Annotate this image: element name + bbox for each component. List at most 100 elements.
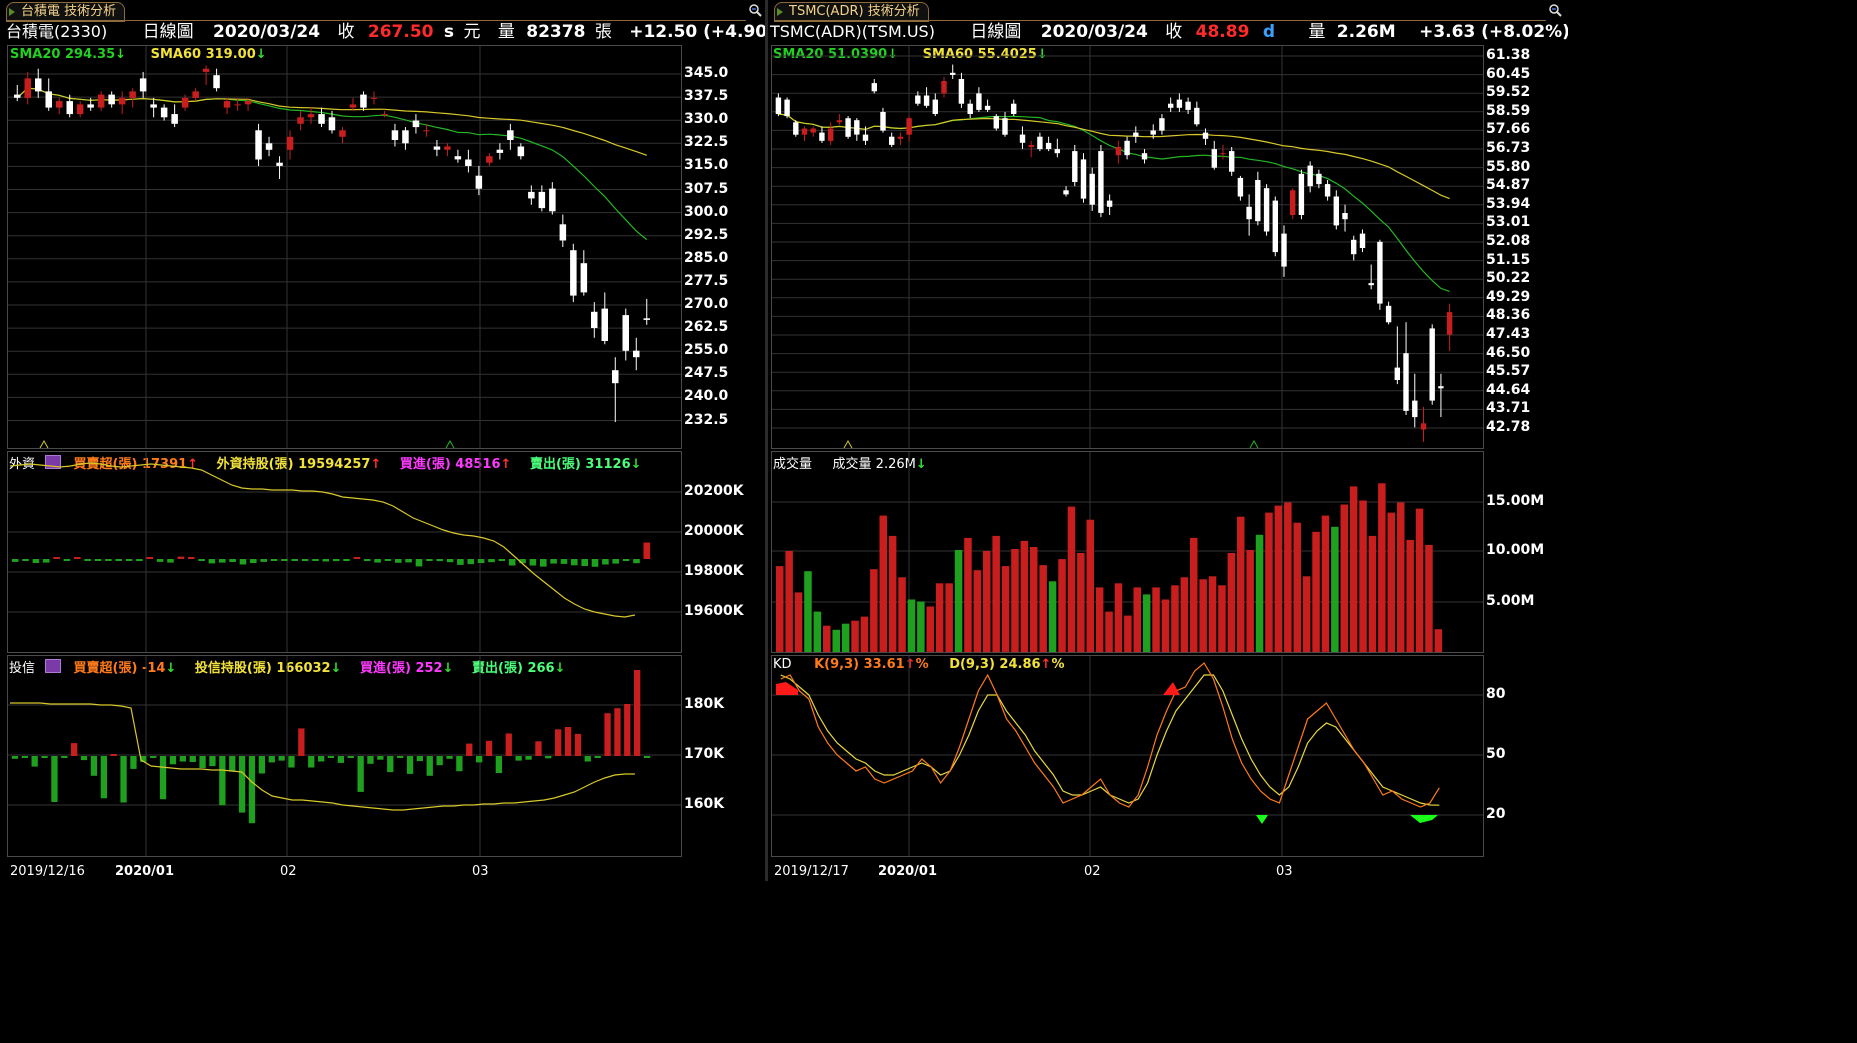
bar-negative [189,756,196,762]
volume-bar [1058,559,1066,652]
bar-negative [406,756,414,774]
foreign-holding-line [9,462,636,618]
candle-down [1037,136,1043,150]
kd-pane[interactable] [771,655,1484,857]
candle-up [297,117,304,124]
bar-negative [508,559,516,566]
bar-negative [584,756,591,762]
trust-sell-value: 266 [527,661,555,676]
volume-bar [879,515,887,652]
volume-bar [1406,539,1414,652]
sma20-arrow-down-icon: ↓ [887,47,899,62]
arrow-down-icon: ↓ [165,661,177,676]
bar-negative [397,756,404,758]
foreign-tick: 20000K [684,523,744,539]
kd-title: KD [773,657,792,672]
investment-trust-pane[interactable] [7,655,682,857]
foreign-investor-pane[interactable] [7,451,682,653]
list-icon[interactable] [45,659,62,673]
bar-negative [602,559,609,565]
candle-down [1324,184,1331,197]
kd-legend: KD K(9,3) 33.61↑% D(9,3) 24.86↑% [773,657,1064,672]
candle-down [1368,283,1374,286]
candle-down [1412,400,1418,418]
right-price-pane[interactable] [771,45,1484,449]
left-price-pane[interactable] [7,45,682,449]
arrow-up-icon: ↑ [187,457,199,472]
candle-down [993,116,999,129]
volume-bar [804,571,812,652]
close-label: 收 [1165,22,1183,42]
foreign-tick: 20200K [684,483,744,499]
panel-divider[interactable] [765,0,768,881]
bar-negative [477,559,485,563]
sma20-label: SMA20 51.0390 [773,47,888,62]
candle-down [517,146,525,157]
candle-down [454,156,462,160]
candle-down [1168,103,1174,108]
volume-unit: 張 [594,22,612,42]
price-tick: 247.5 [684,365,729,382]
close-label: 收 [337,22,355,42]
arrow-down-icon: ↓ [442,661,454,676]
candle-down [171,114,178,124]
bar-negative [32,559,40,563]
volume-pane[interactable] [771,451,1484,653]
candle-down [871,83,877,92]
price-tick: 42.78 [1486,419,1531,435]
volume-bar [1001,566,1010,652]
candle-down [793,122,799,135]
change-value: +12.50 (+4.90%) [629,22,766,42]
trust-buy-label: 買進(張) [360,661,411,676]
bar-negative [612,559,619,564]
candle-down [1272,200,1278,253]
price-tick: 50.22 [1486,270,1531,287]
candle-down [276,162,283,166]
trust-holding-line [10,702,635,811]
d-label: D(9,3) 24.86 [949,657,1041,672]
candle-up [1220,153,1226,155]
foreign-hold-label: 外資持股(張) [216,457,294,472]
candle-down [265,143,273,150]
candle-up [349,104,357,108]
bar-negative [622,559,630,561]
left-quote-header: 台積電(2330) 日線圖 2020/03/24 收 267.50 s 元 量 … [6,20,766,44]
candle-up [244,101,252,105]
sma60-label: SMA60 319.00 [150,47,256,62]
volume-bar [917,601,925,652]
right-tab[interactable]: TSMC(ADR) 技術分析 [774,2,929,22]
zoom-icon[interactable] [1548,3,1562,17]
bar-negative [529,559,537,566]
bar-positive [177,556,185,559]
candle-down [1316,173,1322,185]
bar-negative [84,559,91,561]
bar-negative [498,559,506,561]
volume-bar [954,550,963,652]
volume-bar [983,551,991,652]
price-tick: 49.29 [1486,288,1531,305]
bar-negative [209,756,216,767]
zoom-icon[interactable] [748,3,762,17]
candle-down [1080,159,1087,199]
quote-date: 2020/03/24 [213,22,321,42]
candle-up [1446,312,1453,335]
candle-up [307,114,315,118]
bar-negative [318,756,325,762]
candle-up [444,146,451,150]
bar-negative [51,756,58,802]
stock-name: 台積電(2330) [6,22,108,41]
candle-down [1211,149,1217,168]
volume-bar [1161,599,1170,652]
candle-down [862,134,869,141]
price-tick: 44.64 [1486,381,1531,398]
left-tab[interactable]: 台積電 技術分析 [6,2,126,22]
trust-net-value: -14 [141,661,166,676]
volume-bar [1067,506,1076,652]
volume-bar [851,620,859,652]
candle-down [1089,173,1095,205]
arrow-down-icon: ↓ [330,661,342,676]
candle-down [1281,233,1287,267]
candle-down [160,107,168,118]
candle-down [1098,151,1104,213]
candle-down [1176,99,1183,108]
